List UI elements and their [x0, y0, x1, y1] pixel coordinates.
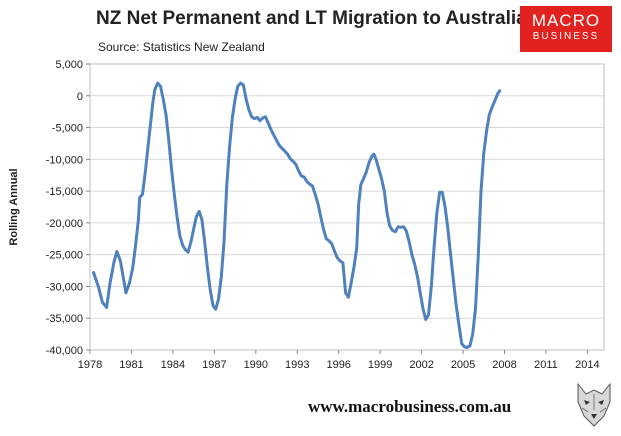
x-tick-label-0: 1978	[78, 359, 102, 371]
logo-line-2: BUSINESS	[532, 31, 600, 42]
website-url[interactable]: www.macrobusiness.com.au	[308, 397, 512, 416]
y-tick-label-4: -15,000	[46, 186, 83, 198]
x-tick-label-12: 2014	[575, 359, 599, 371]
logo-line-1: MACRO	[531, 11, 601, 30]
x-tick-label-10: 2008	[492, 359, 516, 371]
y-tick-label-3: -10,000	[46, 154, 83, 166]
x-tick-label-7: 1999	[368, 359, 392, 371]
x-tick-label-5: 1993	[285, 359, 309, 371]
y-tick-label-7: -30,000	[46, 281, 83, 293]
y-tick-labels: 5,000 0 -5,000 -10,000 -15,000 -20,000 -25,000…	[46, 59, 83, 357]
x-tick-label-2: 1984	[161, 359, 185, 371]
y-tick-label-2: -5,000	[52, 123, 83, 135]
y-tick-label-9: -40,000	[46, 345, 83, 357]
chart-source: Source: Statistics New Zealand	[98, 40, 265, 54]
x-tick-label-11: 2011	[534, 359, 558, 371]
series-line-migration	[92, 81, 502, 349]
x-tick-label-3: 1987	[202, 359, 226, 371]
x-tick-label-8: 2002	[409, 359, 433, 371]
x-tick-label-9: 2005	[451, 359, 475, 371]
x-tick-label-6: 1996	[326, 359, 350, 371]
y-tick-label-8: -35,000	[46, 313, 83, 325]
chart-title: NZ Net Permanent and LT Migration to Aus…	[96, 8, 527, 29]
x-tick-label-1: 1981	[119, 359, 143, 371]
axes	[86, 63, 605, 354]
y-tick-label-1: 0	[77, 91, 83, 103]
y-tick-label-5: -20,000	[46, 218, 83, 230]
x-tick-labels: 1978 1981 1984 1987 1990 1993 1996 1999 2002 2005…	[78, 359, 600, 371]
wolf-icon	[577, 382, 611, 427]
macrobusiness-logo: MACRO BUSINESS	[520, 6, 612, 52]
gridlines	[90, 95, 604, 319]
y-tick-label-0: 5,000	[55, 59, 83, 71]
y-tick-label-6: -25,000	[46, 250, 83, 262]
plot-area-border	[89, 63, 605, 351]
x-tick-label-4: 1990	[244, 359, 268, 371]
y-axis-label: Rolling Annual	[8, 168, 20, 245]
